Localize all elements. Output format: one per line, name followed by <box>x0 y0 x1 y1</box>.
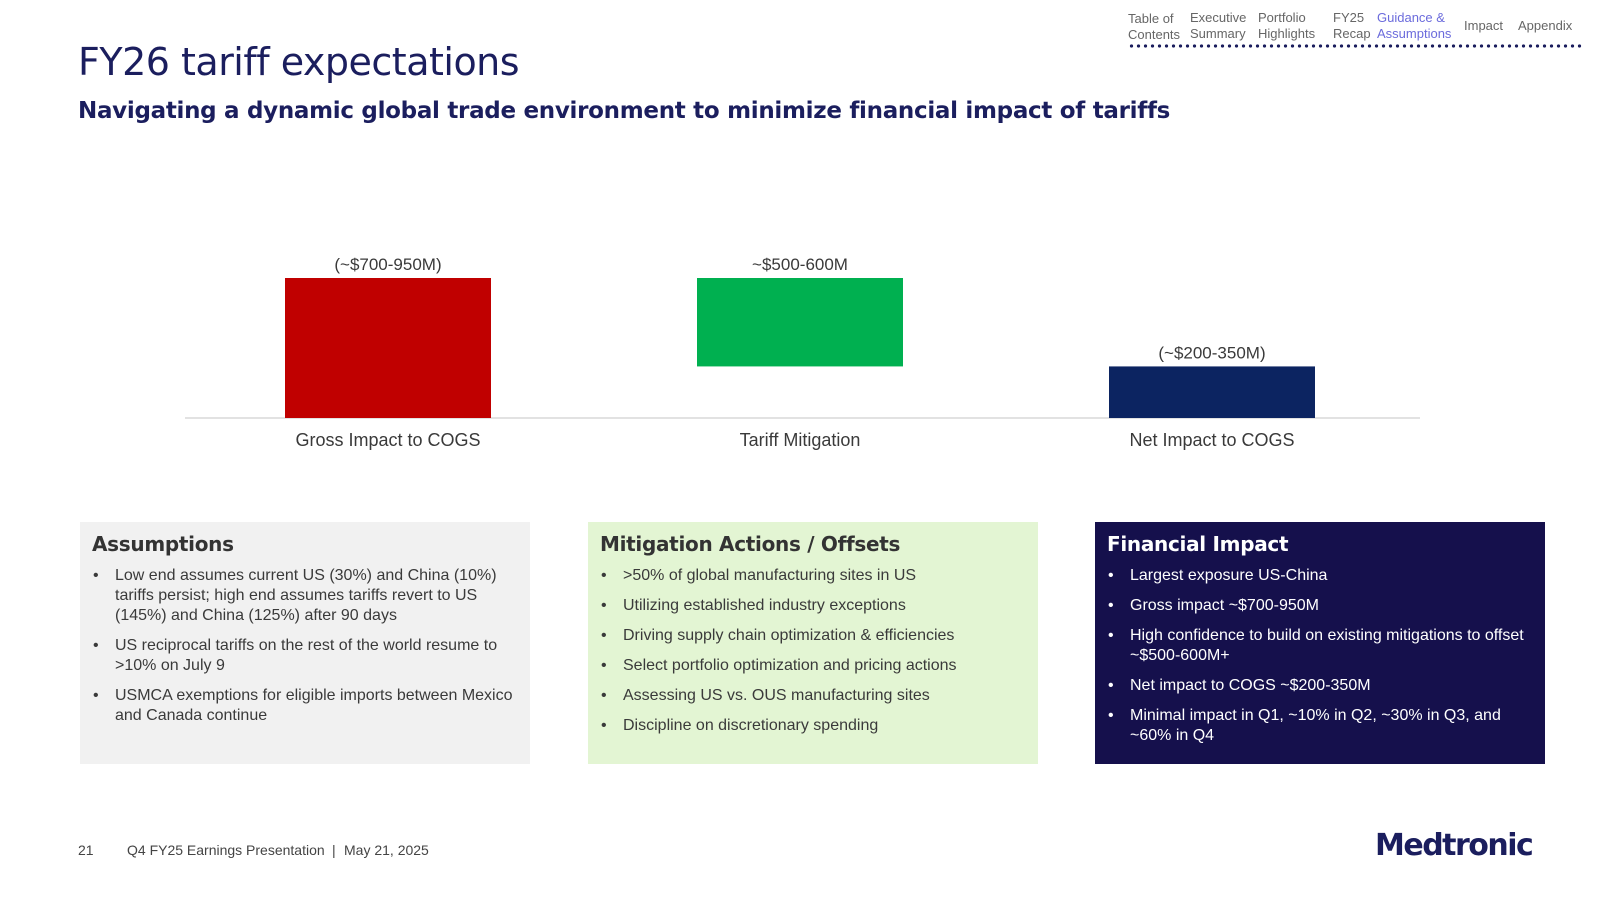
nav-label-line: Appendix <box>1518 18 1573 33</box>
mitigation-title: Mitigation Actions / Offsets <box>600 532 901 556</box>
financial-impact-box: Financial Impact Largest exposure US-Chi… <box>1095 522 1545 764</box>
list-item: Select portfolio optimization and pricin… <box>601 656 1026 676</box>
list-item: Discipline on discretionary spending <box>601 716 1026 736</box>
medtronic-logo: Medtronic <box>1375 828 1534 863</box>
list-item: Gross impact ~$700-950M <box>1108 596 1533 616</box>
nav-item-guidance-assumptions[interactable]: Guidance & Assumptions <box>1377 10 1451 42</box>
nav-label-line: Recap <box>1333 26 1371 41</box>
nav-label-line: Executive <box>1190 10 1247 25</box>
chart-category-label: Net Impact to COGS <box>1129 430 1294 450</box>
chart-data-label: (~$700-950M) <box>334 255 441 274</box>
nav-item-portfolio-highlights[interactable]: Portfolio Highlights <box>1258 10 1315 42</box>
nav-dotted-divider <box>1128 44 1583 48</box>
list-item: Net impact to COGS ~$200-350M <box>1108 676 1533 696</box>
list-item: >50% of global manufacturing sites in US <box>601 566 1026 586</box>
nav-label-line: Highlights <box>1258 26 1316 41</box>
nav-item-table-of-contents[interactable]: Table of Contents <box>1128 11 1180 43</box>
chart-category-label: Tariff Mitigation <box>740 430 861 450</box>
list-item: Driving supply chain optimization & effi… <box>601 626 1026 646</box>
chart-category-label: Gross Impact to COGS <box>295 430 480 450</box>
nav-item-fy25-recap[interactable]: FY25 Recap <box>1333 10 1371 42</box>
footer-date: May 21, 2025 <box>344 842 429 858</box>
chart-data-label: ~$500-600M <box>752 255 848 274</box>
section-nav: Table of Contents Executive Summary Port… <box>1128 10 1583 50</box>
nav-label-line: Summary <box>1190 26 1246 41</box>
list-item: High confidence to build on existing mit… <box>1108 626 1533 666</box>
list-item: Largest exposure US-China <box>1108 566 1533 586</box>
nav-item-appendix[interactable]: Appendix <box>1518 18 1572 34</box>
list-item: Minimal impact in Q1, ~10% in Q2, ~30% i… <box>1108 706 1533 746</box>
nav-label-line: Guidance & <box>1377 10 1445 25</box>
footer-separator: | <box>332 842 336 858</box>
financial-impact-title: Financial Impact <box>1107 532 1289 556</box>
footer-presentation: Q4 FY25 Earnings Presentation <box>127 842 325 858</box>
financial-impact-list: Largest exposure US-China Gross impact ~… <box>1107 566 1533 746</box>
nav-item-executive-summary[interactable]: Executive Summary <box>1190 10 1246 42</box>
mitigation-list: >50% of global manufacturing sites in US… <box>600 566 1026 736</box>
slide-title: FY26 tariff expectations <box>78 40 520 84</box>
chart-bar <box>697 278 903 367</box>
nav-label-line: Portfolio <box>1258 10 1306 25</box>
chart-bar <box>285 278 491 418</box>
tariff-waterfall-chart: (~$700-950M) Gross Impact to COGS ~$500-60… <box>185 255 1420 450</box>
nav-label-line: Table of <box>1128 11 1174 26</box>
page-number: 21 <box>78 842 94 858</box>
mitigation-box: Mitigation Actions / Offsets >50% of glo… <box>588 522 1038 764</box>
nav-item-impact[interactable]: Impact <box>1464 18 1503 34</box>
chart-data-label: (~$200-350M) <box>1158 343 1265 362</box>
list-item: Assessing US vs. OUS manufacturing sites <box>601 686 1026 706</box>
assumptions-title: Assumptions <box>92 532 234 556</box>
list-item: US reciprocal tariffs on the rest of the… <box>93 636 518 676</box>
list-item: USMCA exemptions for eligible imports be… <box>93 686 518 726</box>
nav-label-line: Impact <box>1464 18 1504 33</box>
chart-bar <box>1109 366 1315 418</box>
assumptions-list: Low end assumes current US (30%) and Chi… <box>92 566 518 726</box>
list-item: Low end assumes current US (30%) and Chi… <box>93 566 518 626</box>
slide-subtitle: Navigating a dynamic global trade enviro… <box>78 98 1171 124</box>
nav-label-line: Contents <box>1128 27 1181 42</box>
nav-label-line: Assumptions <box>1377 26 1452 41</box>
nav-label-line: FY25 <box>1333 10 1365 25</box>
list-item: Utilizing established industry exception… <box>601 596 1026 616</box>
assumptions-box: Assumptions Low end assumes current US (… <box>80 522 530 764</box>
